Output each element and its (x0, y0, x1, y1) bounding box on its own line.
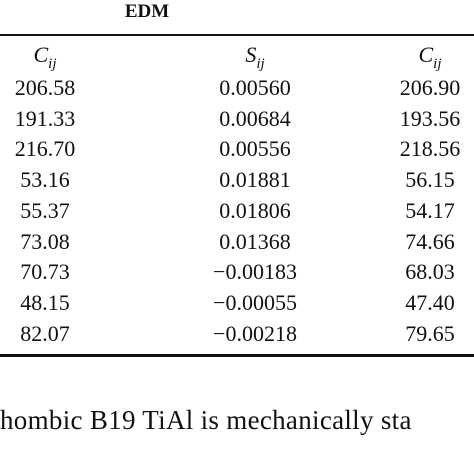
cell: 48.15 (20, 289, 70, 315)
cell: 74.66 (405, 228, 455, 254)
header-subscript: ij (433, 56, 442, 72)
header-symbol: C (33, 42, 49, 67)
cell: 55.37 (20, 197, 70, 223)
column-header: Cij (418, 42, 441, 72)
cell: −0.00183 (213, 259, 297, 285)
cell: 191.33 (14, 105, 76, 131)
cell: 218.56 (399, 136, 461, 162)
cell: 56.15 (405, 167, 455, 193)
cell: 0.00560 (219, 75, 291, 100)
header-subscript: ij (256, 56, 265, 72)
header-rule (0, 34, 474, 36)
cell: 0.00684 (219, 105, 291, 131)
table-title: EDM (124, 1, 170, 22)
cell: 216.70 (14, 136, 76, 162)
cell: 0.01368 (219, 228, 291, 254)
header-symbol: C (418, 42, 434, 67)
caption: hombic B19 TiAl is mechanically sta (0, 405, 412, 435)
column-header: Sij (245, 42, 264, 72)
cell: 68.03 (405, 259, 455, 285)
cell: 79.65 (405, 320, 455, 346)
bottom-rule (0, 354, 474, 357)
cell: 54.17 (405, 197, 455, 223)
cell: 53.16 (20, 167, 70, 193)
cell: 73.08 (20, 228, 70, 254)
cell: 0.00556 (219, 136, 291, 162)
cell: 0.01806 (219, 197, 291, 223)
cell: 206.58 (14, 75, 76, 100)
column-header: Cij (33, 42, 56, 72)
cell: 70.73 (20, 259, 70, 285)
header-subscript: ij (48, 56, 57, 72)
cell: 0.01881 (219, 167, 291, 193)
cell: −0.00055 (213, 289, 297, 315)
cell: 47.40 (405, 289, 455, 315)
cell: 82.07 (20, 320, 70, 346)
cell: −0.00218 (213, 320, 297, 346)
cell: 206.90 (399, 75, 461, 100)
cell: 193.56 (399, 105, 461, 131)
header-symbol: S (245, 42, 257, 67)
